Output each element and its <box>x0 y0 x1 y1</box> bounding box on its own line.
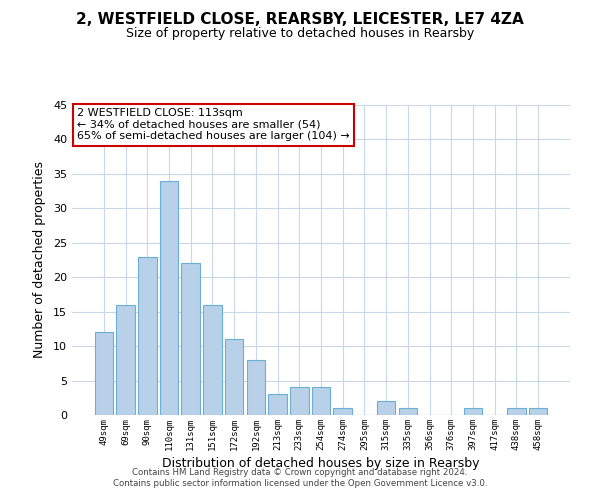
Bar <box>398 408 417 415</box>
Text: 2, WESTFIELD CLOSE, REARSBY, LEICESTER, LE7 4ZA: 2, WESTFIELD CLOSE, REARSBY, LEICESTER, … <box>76 12 524 28</box>
Bar <box>138 256 157 415</box>
Bar <box>464 408 482 415</box>
Bar <box>529 408 547 415</box>
Text: Size of property relative to detached houses in Rearsby: Size of property relative to detached ho… <box>126 28 474 40</box>
Bar <box>312 388 330 415</box>
Bar <box>507 408 526 415</box>
Text: Contains HM Land Registry data © Crown copyright and database right 2024.
Contai: Contains HM Land Registry data © Crown c… <box>113 468 487 487</box>
Bar <box>116 305 135 415</box>
Bar <box>290 388 308 415</box>
Bar <box>268 394 287 415</box>
Bar <box>160 181 178 415</box>
Bar <box>247 360 265 415</box>
Bar <box>377 401 395 415</box>
X-axis label: Distribution of detached houses by size in Rearsby: Distribution of detached houses by size … <box>162 457 480 470</box>
Bar <box>334 408 352 415</box>
Bar <box>95 332 113 415</box>
Text: 2 WESTFIELD CLOSE: 113sqm
← 34% of detached houses are smaller (54)
65% of semi-: 2 WESTFIELD CLOSE: 113sqm ← 34% of detac… <box>77 108 350 142</box>
Bar <box>203 305 221 415</box>
Bar <box>225 339 244 415</box>
Y-axis label: Number of detached properties: Number of detached properties <box>33 162 46 358</box>
Bar <box>181 264 200 415</box>
